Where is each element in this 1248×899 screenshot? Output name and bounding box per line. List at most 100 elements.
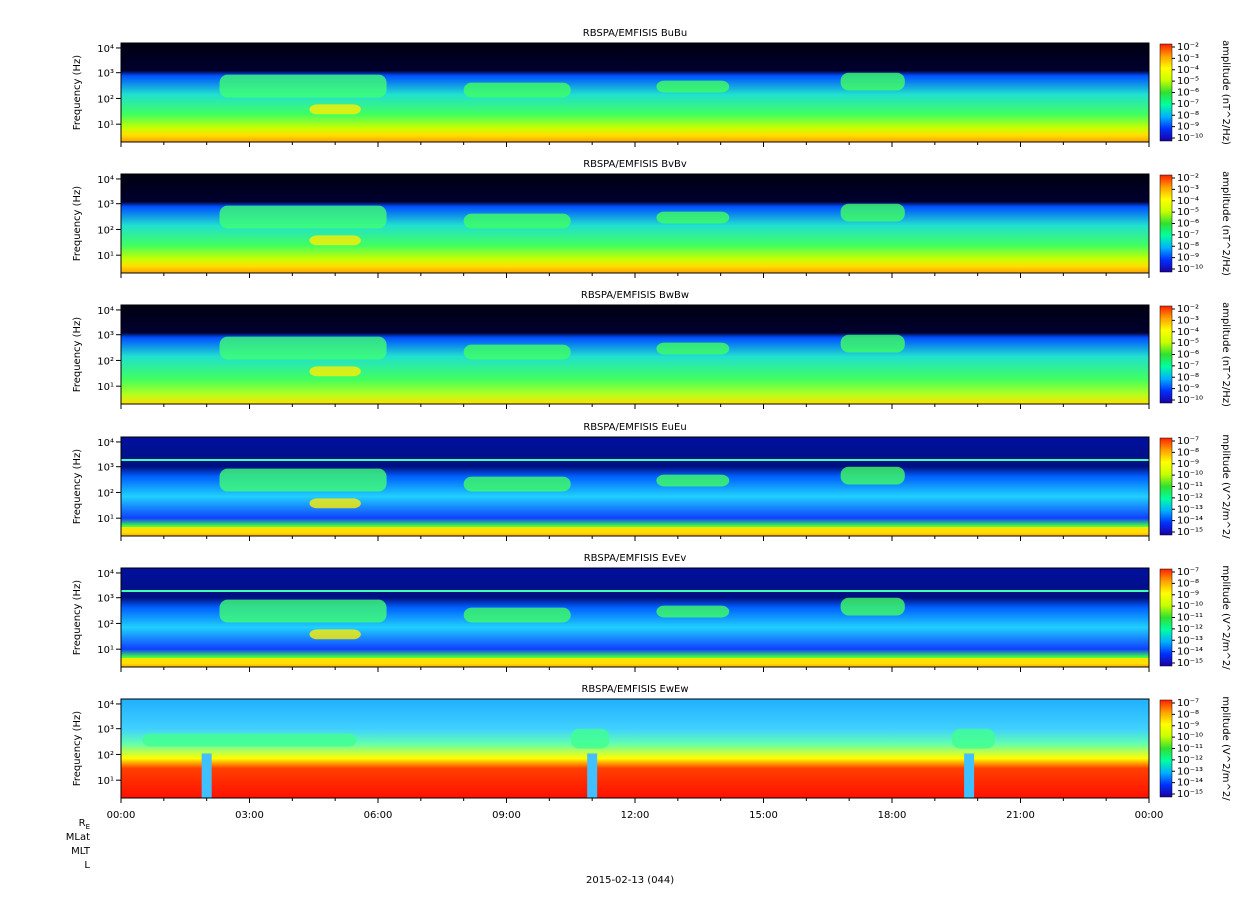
colorbar-label: amplitude (nT^2/Hz) bbox=[1220, 40, 1231, 145]
y-tick-label: 10⁴ bbox=[97, 700, 114, 711]
y-tick-label: 10³ bbox=[97, 200, 114, 211]
panel-title: RBSPA/EMFISIS EvEv bbox=[584, 553, 687, 564]
colorbar-tick-label: 10⁻⁷ bbox=[1177, 698, 1199, 709]
emission-region bbox=[656, 80, 730, 93]
emission-region bbox=[840, 72, 905, 91]
colorbar-tick-label: 10⁻⁴ bbox=[1177, 65, 1199, 76]
emission-region bbox=[463, 476, 571, 492]
panel-title: RBSPA/EMFISIS EuEu bbox=[583, 422, 686, 433]
colorbar-tick-label: 10⁻¹⁰ bbox=[1177, 395, 1203, 406]
colorbar bbox=[1159, 437, 1173, 536]
line-emission bbox=[121, 459, 1149, 461]
colorbar-tick-label: 10⁻⁶ bbox=[1177, 350, 1199, 361]
panel-1: RBSPA/EMFISIS BuBu 10¹ 10² 10³ 10⁴ Frequency … bbox=[72, 28, 1231, 147]
colorbar-tick-label: 10⁻² bbox=[1177, 173, 1199, 184]
panel-4: RBSPA/EMFISIS EuEu 10¹ 10² 10³ 10⁴ Frequency … bbox=[72, 422, 1231, 541]
emission-region bbox=[656, 605, 730, 618]
colorbar-tick-label: 10⁻⁸ bbox=[1177, 241, 1199, 252]
y-tick-label: 10¹ bbox=[97, 514, 114, 525]
colorbar-tick-label: 10⁻³ bbox=[1177, 184, 1199, 195]
y-tick-label: 10² bbox=[97, 750, 114, 761]
colorbar bbox=[1159, 174, 1173, 273]
colorbar-tick-label: 10⁻⁸ bbox=[1177, 578, 1199, 589]
y-tick-label: 10³ bbox=[97, 725, 114, 736]
colorbar-tick-label: 10⁻⁹ bbox=[1177, 384, 1199, 395]
ephemeris-label-mlat: MLat bbox=[65, 832, 90, 843]
colorbar-tick-label: 10⁻¹⁴ bbox=[1177, 778, 1203, 789]
x-tick-label: 03:00 bbox=[235, 810, 264, 821]
y-tick-label: 10² bbox=[97, 619, 114, 630]
colorbar-label: mplitude (V^2/m^2/ bbox=[1220, 434, 1231, 539]
colorbar-tick-label: 10⁻⁹ bbox=[1177, 721, 1199, 732]
colorbar-tick-label: 10⁻⁷ bbox=[1177, 99, 1199, 110]
colorbar-label: amplitude (nT^2/Hz) bbox=[1220, 171, 1231, 276]
colorbar-tick-label: 10⁻² bbox=[1177, 42, 1199, 53]
colorbar-tick-label: 10⁻³ bbox=[1177, 315, 1199, 326]
ephemeris-label-re: RE bbox=[78, 818, 90, 831]
colorbar-tick-label: 10⁻⁹ bbox=[1177, 122, 1199, 133]
perigee-dip bbox=[587, 753, 598, 798]
emission-region bbox=[219, 205, 387, 229]
emission-region bbox=[219, 336, 387, 360]
colorbar-tick-label: 10⁻¹² bbox=[1177, 755, 1203, 766]
colorbar-tick-label: 10⁻¹⁰ bbox=[1177, 732, 1203, 743]
y-tick-label: 10¹ bbox=[97, 645, 114, 656]
colorbar-tick-label: 10⁻⁸ bbox=[1177, 110, 1199, 121]
line-emission bbox=[121, 590, 1149, 592]
panel-title: RBSPA/EMFISIS BuBu bbox=[583, 28, 687, 39]
panel-2: RBSPA/EMFISIS BvBv 10¹ 10² 10³ 10⁴ Frequency … bbox=[72, 159, 1231, 278]
colorbar-tick-label: 10⁻¹⁰ bbox=[1177, 264, 1203, 275]
x-tick-label: 12:00 bbox=[621, 810, 650, 821]
y-axis-label: Frequency (Hz) bbox=[72, 186, 83, 262]
colorbar-tick-label: 10⁻¹⁵ bbox=[1177, 527, 1203, 538]
colorbar bbox=[1159, 305, 1173, 404]
emission-region bbox=[309, 235, 361, 246]
colorbar-tick-label: 10⁻¹⁵ bbox=[1177, 658, 1203, 669]
colorbar-tick-label: 10⁻¹⁵ bbox=[1177, 789, 1203, 800]
emission-region bbox=[570, 728, 610, 749]
panel-6: RBSPA/EMFISIS EwEw 10¹ 10² 10³ 10⁴ Frequency … bbox=[72, 684, 1231, 803]
x-tick-label: 09:00 bbox=[492, 810, 521, 821]
colorbar-tick-label: 10⁻¹¹ bbox=[1177, 482, 1203, 493]
emission-region bbox=[142, 733, 357, 747]
colorbar-tick-label: 10⁻⁴ bbox=[1177, 327, 1199, 338]
colorbar-tick-label: 10⁻¹⁰ bbox=[1177, 470, 1203, 481]
y-tick-label: 10¹ bbox=[97, 382, 114, 393]
y-axis-label: Frequency (Hz) bbox=[72, 317, 83, 393]
colorbar-tick-label: 10⁻⁹ bbox=[1177, 590, 1199, 601]
colorbar bbox=[1159, 699, 1173, 798]
emission-region bbox=[309, 366, 361, 377]
x-tick-label: 00:00 bbox=[1135, 810, 1164, 821]
emission-region bbox=[463, 607, 571, 623]
ephemeris-label-l: L bbox=[84, 860, 90, 871]
y-tick-label: 10⁴ bbox=[97, 438, 114, 449]
emission-region bbox=[656, 211, 730, 224]
ephemeris-label-mlt: MLT bbox=[71, 846, 90, 857]
x-tick-label: 18:00 bbox=[878, 810, 907, 821]
y-tick-label: 10² bbox=[97, 94, 114, 105]
colorbar-tick-label: 10⁻¹⁴ bbox=[1177, 647, 1203, 658]
colorbar-tick-label: 10⁻¹³ bbox=[1177, 635, 1203, 646]
colorbar-tick-label: 10⁻¹² bbox=[1177, 624, 1203, 635]
y-tick-label: 10¹ bbox=[97, 251, 114, 262]
y-tick-label: 10² bbox=[97, 356, 114, 367]
colorbar-tick-label: 10⁻⁹ bbox=[1177, 459, 1199, 470]
colorbar-tick-label: 10⁻¹³ bbox=[1177, 766, 1203, 777]
y-tick-label: 10⁴ bbox=[97, 306, 114, 317]
emission-region bbox=[840, 334, 905, 353]
low-frequency-band bbox=[121, 658, 1149, 664]
colorbar-tick-label: 10⁻⁷ bbox=[1177, 567, 1199, 578]
colorbar-tick-label: 10⁻⁷ bbox=[1177, 436, 1199, 447]
panel-5: RBSPA/EMFISIS EvEv 10¹ 10² 10³ 10⁴ Frequency … bbox=[72, 553, 1231, 672]
y-tick-label: 10³ bbox=[97, 594, 114, 605]
emission-region bbox=[463, 344, 571, 360]
y-tick-label: 10⁴ bbox=[97, 175, 114, 186]
colorbar-tick-label: 10⁻¹⁴ bbox=[1177, 516, 1203, 527]
panel-3: RBSPA/EMFISIS BwBw 10¹ 10² 10³ 10⁴ Frequency … bbox=[72, 290, 1231, 409]
emission-region bbox=[463, 213, 571, 229]
colorbar-tick-label: 10⁻¹¹ bbox=[1177, 744, 1203, 755]
emission-region bbox=[309, 629, 361, 640]
colorbar bbox=[1159, 43, 1173, 142]
emission-region bbox=[309, 498, 361, 509]
